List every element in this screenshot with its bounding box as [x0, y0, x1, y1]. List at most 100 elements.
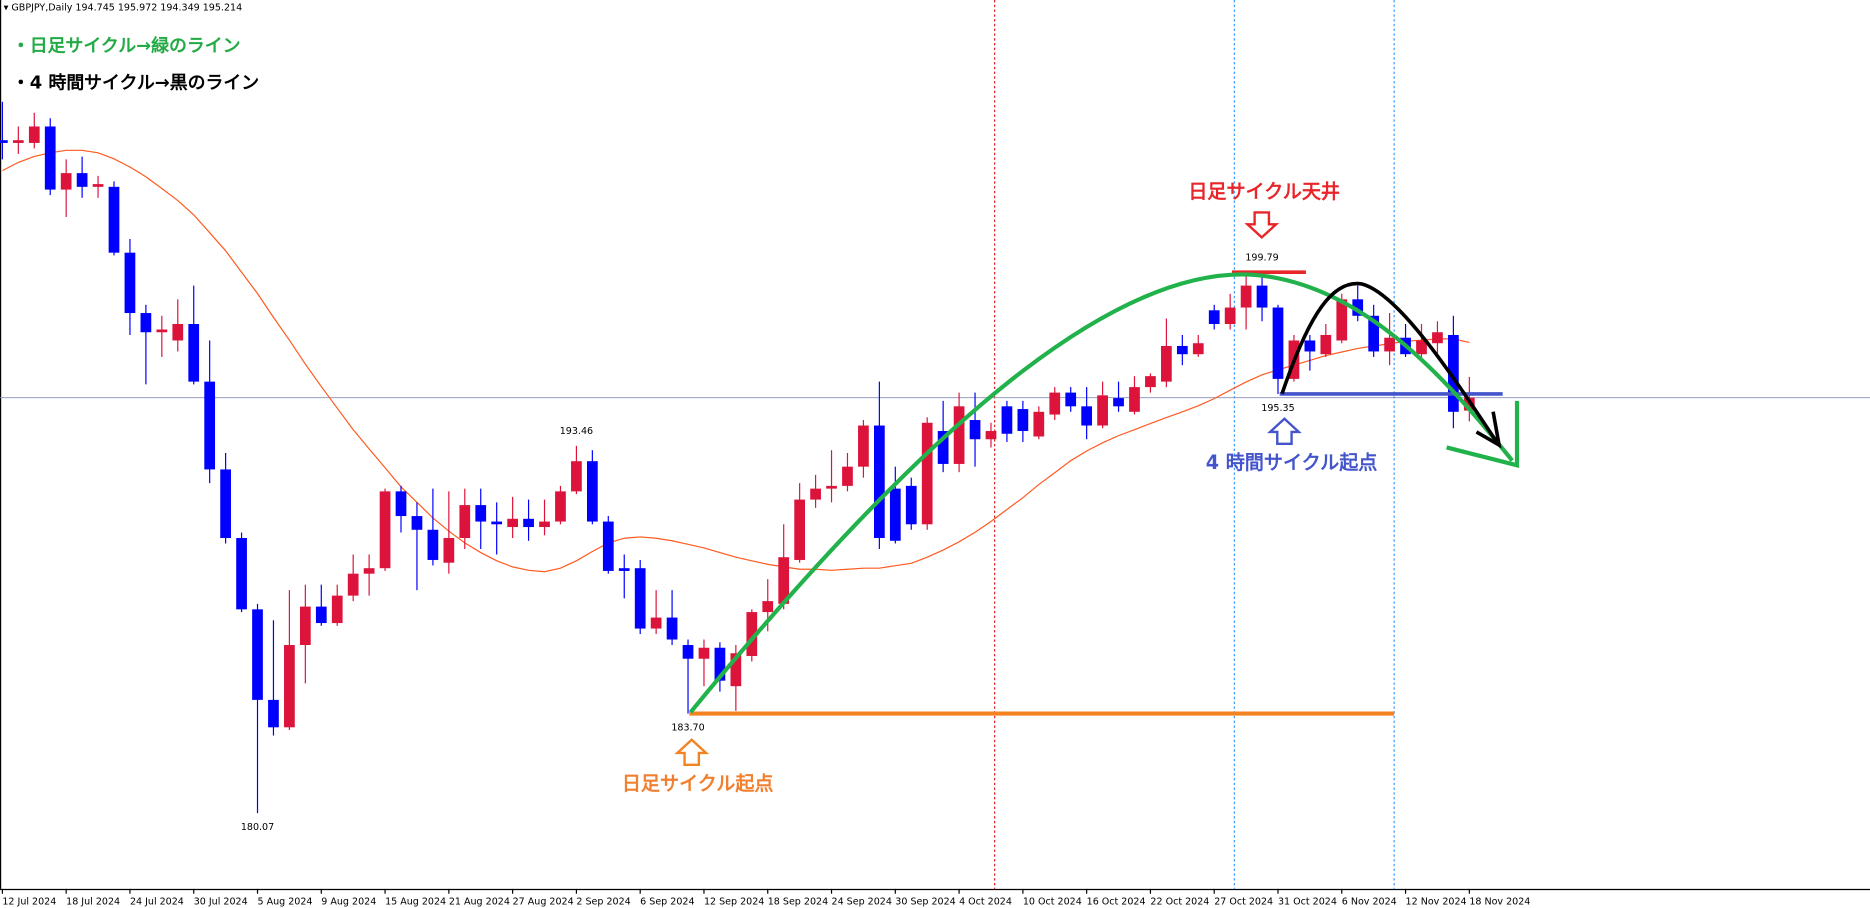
candle-body [539, 521, 550, 528]
candle-body [1448, 334, 1459, 412]
candle-body [284, 645, 295, 728]
candle-body [1176, 345, 1188, 355]
candle-body [252, 609, 263, 700]
x-tick-label: 21 Aug 2024 [449, 897, 510, 908]
x-tick-label: 30 Jul 2024 [194, 897, 248, 908]
candle-body [953, 406, 965, 464]
candle-body [730, 653, 742, 687]
x-tick-label: 16 Oct 2024 [1087, 897, 1146, 908]
candle-body [937, 431, 949, 464]
x-tick-label: 6 Nov 2024 [1342, 897, 1397, 908]
header-close: 195.214 [203, 3, 242, 14]
candle-body [794, 499, 806, 560]
candle-body [762, 601, 774, 613]
candle-body [666, 617, 678, 640]
candle-body [347, 573, 359, 596]
candle-body [331, 595, 343, 624]
annotation: 日足サイクル天井 [1188, 181, 1340, 203]
candle-body [1081, 406, 1093, 426]
candle-body [108, 186, 120, 253]
price-label: 183.70 [671, 722, 704, 733]
candle-body [1113, 398, 1124, 407]
candle-body [810, 488, 821, 500]
candle-body [1049, 392, 1061, 415]
candle-body [571, 461, 582, 492]
candle-body [60, 173, 72, 190]
candle-body [28, 126, 40, 143]
candle-body [746, 612, 758, 656]
candle-body [411, 516, 423, 530]
candle-body [1001, 406, 1013, 434]
candle-body [188, 324, 200, 382]
x-tick-label: 22 Oct 2024 [1150, 897, 1209, 908]
candle-body [363, 568, 375, 574]
candle-body [507, 518, 518, 528]
x-tick-label: 31 Oct 2024 [1278, 897, 1337, 908]
candle-body [826, 485, 837, 489]
x-tick-label: 12 Jul 2024 [2, 897, 56, 908]
candle-body [12, 140, 24, 143]
candle-body [873, 425, 885, 539]
candle-body [1161, 345, 1172, 382]
x-tick-label: 18 Nov 2024 [1469, 897, 1530, 908]
chart-header: ▾ GBPJPY,Daily 194.745 195.972 194.349 1… [4, 3, 243, 14]
candle-body [634, 568, 646, 629]
candle-body [985, 431, 997, 440]
candle-body [459, 505, 471, 539]
header-low: 194.349 [160, 3, 199, 14]
candle-body [1224, 307, 1236, 325]
candle-body [969, 420, 981, 440]
x-tick-label: 12 Nov 2024 [1406, 897, 1467, 908]
candle-body [1416, 340, 1427, 355]
candle-body [905, 485, 917, 525]
candle-body [1304, 340, 1316, 352]
daily-cycle-curve [688, 272, 1514, 714]
daily-start-arrow [674, 738, 710, 767]
legend-note: ・4 時間サイクル→黒のライン [12, 72, 259, 93]
candle-body [1208, 310, 1220, 325]
candle-body [602, 521, 614, 571]
candle-body [1256, 285, 1268, 308]
candle-body [1384, 337, 1395, 352]
top-arrow [1244, 211, 1280, 240]
candle-body [921, 422, 933, 525]
candle-body [1240, 285, 1252, 308]
candle-body [0, 140, 8, 143]
x-tick-label: 9 Aug 2024 [321, 897, 376, 908]
candle-body [1320, 334, 1332, 355]
x-tick-label: 6 Sep 2024 [640, 897, 694, 908]
price-label: 195.35 [1261, 403, 1294, 414]
candle-body [1017, 409, 1029, 432]
x-tick-label: 4 Oct 2024 [959, 897, 1012, 908]
header-open: 194.745 [75, 3, 114, 14]
legend-note: ・日足サイクル→緑のライン [12, 34, 241, 56]
candle-body [427, 529, 439, 560]
candle-body [1272, 307, 1284, 379]
candle-body [315, 606, 327, 624]
candle-body [140, 313, 152, 333]
price-label: 199.79 [1245, 252, 1278, 263]
candle-body [395, 491, 407, 517]
x-tick-label: 10 Oct 2024 [1023, 897, 1082, 908]
x-tick-label: 27 Oct 2024 [1214, 897, 1273, 908]
candle-body [858, 425, 869, 467]
candle-body [475, 505, 487, 522]
x-tick-label: 18 Sep 2024 [768, 897, 828, 908]
x-tick-label: 5 Aug 2024 [258, 897, 313, 908]
moving-average [2, 149, 1470, 573]
annotation: 日足サイクル起点 [622, 773, 774, 795]
price-label: 193.46 [560, 426, 593, 437]
candle-body [523, 518, 534, 528]
4h-start-arrow [1267, 417, 1302, 446]
candle-body [1336, 299, 1348, 341]
candle-body [1145, 376, 1156, 388]
candle-body [1129, 387, 1140, 412]
candle-body [889, 488, 901, 541]
x-tick-label: 24 Sep 2024 [832, 897, 892, 908]
candle-body [172, 324, 184, 341]
candle-body [44, 126, 56, 190]
candle-body [1432, 332, 1443, 344]
candle-body [1352, 299, 1364, 316]
